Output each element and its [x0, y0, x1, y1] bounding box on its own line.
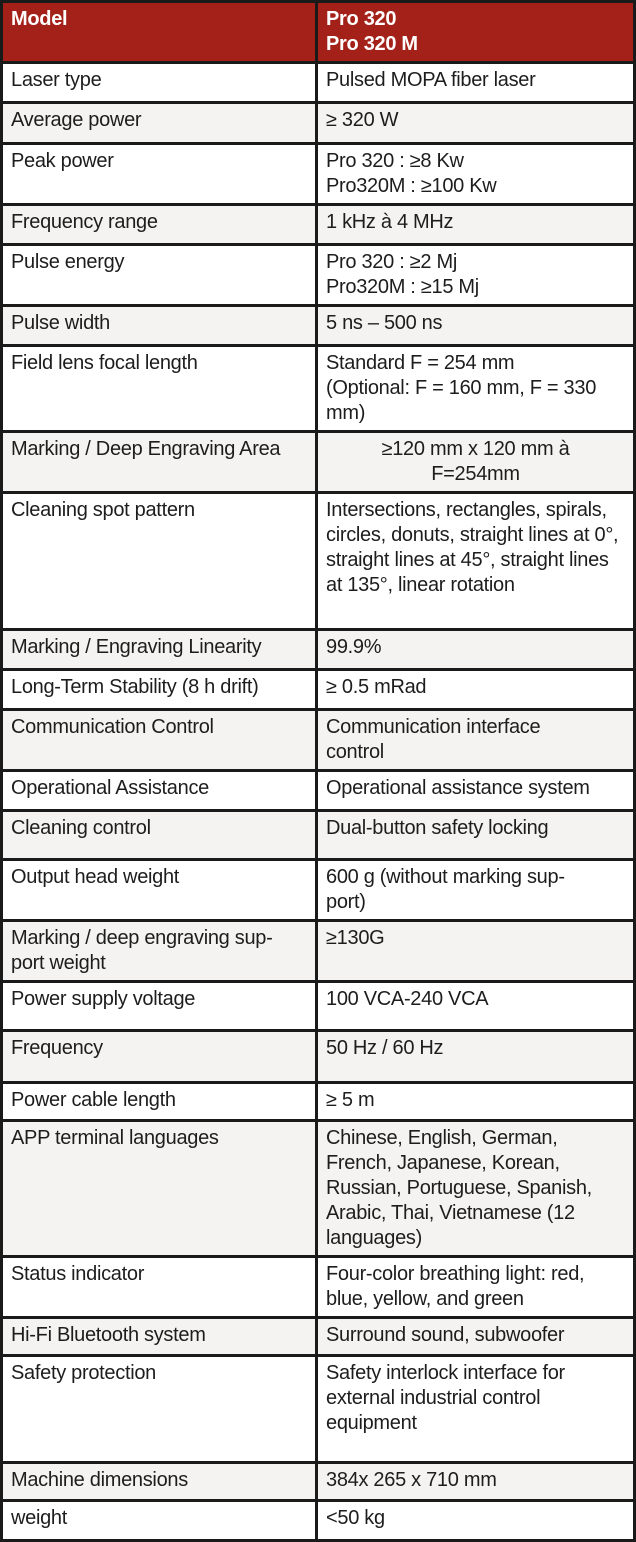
spec-value-cell: 99.9% — [315, 631, 633, 668]
spec-label-cell: Marking / deep engraving sup- port weigh… — [11, 927, 273, 974]
table-row: Peak power Pro 320 : ≥8 Kw Pro320M : ≥100… — [3, 145, 633, 206]
spec-label-cell: Power supply voltage — [11, 988, 196, 1010]
table-row: Communication Control Communication inter… — [3, 711, 633, 772]
table-row: Safety protection Safety interlock interf… — [3, 1357, 633, 1464]
spec-value-cell: Intersections, rectangles, spirals, circ… — [315, 494, 633, 628]
spec-value-cell: ≥ 5 m — [315, 1084, 633, 1119]
table-body: Laser type Pulsed MOPA fiber laser Average… — [3, 64, 633, 1539]
table-row: Field lens focal length Standard F = 254 … — [3, 347, 633, 433]
table-row: Status indicator Four-color breathing lig… — [3, 1258, 633, 1319]
table-row: Pulse energy Pro 320 : ≥2 Mj Pro320M : ≥1… — [3, 246, 633, 307]
table-row: Marking / deep engraving sup- port weigh… — [3, 922, 633, 983]
spec-value-cell: 5 ns – 500 ns — [315, 307, 633, 344]
table-row: Power cable length ≥ 5 m — [3, 1084, 633, 1122]
spec-label-cell: Cleaning control — [11, 817, 151, 839]
spec-label-cell: Field lens focal length — [11, 352, 198, 374]
table-row: Output head weight 600 g (without marking… — [3, 861, 633, 922]
spec-label-cell: Machine dimensions — [11, 1469, 188, 1491]
table-row: Operational Assistance Operational assist… — [3, 772, 633, 812]
table-row: Average power ≥ 320 W — [3, 104, 633, 145]
spec-value-cell: ≥120 mm x 120 mm à F=254mm — [315, 433, 633, 491]
spec-label-cell: Frequency range — [11, 211, 158, 233]
table-row: Marking / Engraving Linearity 99.9% — [3, 631, 633, 671]
spec-value-cell: ≥130G — [315, 922, 633, 980]
spec-label-cell: Cleaning spot pattern — [11, 499, 195, 521]
header-model-cell: Model — [11, 8, 68, 30]
spec-label-cell: Marking / Deep Engraving Area — [11, 438, 281, 460]
spec-value-cell: Communication interface control — [315, 711, 633, 769]
spec-value-cell: Pro 320 : ≥2 Mj Pro320M : ≥15 Mj — [315, 246, 633, 304]
spec-value-cell: Four-color breathing light: red, blue, y… — [315, 1258, 633, 1316]
table-header-row: Model Pro 320 Pro 320 M — [3, 3, 633, 64]
spec-label-cell: Power cable length — [11, 1089, 176, 1111]
spec-value-cell: Standard F = 254 mm (Optional: F = 160 m… — [315, 347, 633, 430]
spec-label-cell: Status indicator — [11, 1263, 145, 1285]
spec-label-cell: Output head weight — [11, 866, 180, 888]
spec-value-cell: ≥ 0.5 mRad — [315, 671, 633, 708]
table-row: Power supply voltage 100 VCA-240 VCA — [3, 983, 633, 1032]
spec-label-cell: Communication Control — [11, 716, 214, 738]
table-row: Machine dimensions 384x 265 x 710 mm — [3, 1464, 633, 1502]
table-row: APP terminal languages Chinese, English, … — [3, 1122, 633, 1258]
spec-value-cell: Operational assistance system — [315, 772, 633, 809]
spec-value-cell: 1 kHz à 4 MHz — [315, 206, 633, 243]
table-row: Pulse width 5 ns – 500 ns — [3, 307, 633, 347]
spec-value-cell: ≥ 320 W — [315, 104, 633, 142]
spec-label-cell: Long-Term Stability (8 h drift) — [11, 676, 259, 698]
spec-value-cell: Chinese, English, German, French, Japane… — [315, 1122, 633, 1255]
table-row: Hi-Fi Bluetooth system Surround sound, su… — [3, 1319, 633, 1357]
spec-label-cell: Pulse energy — [11, 251, 125, 273]
spec-label-cell: weight — [11, 1507, 68, 1529]
spec-value-cell: Surround sound, subwoofer — [315, 1319, 633, 1354]
table-row: Cleaning control Dual-button safety locki… — [3, 812, 633, 861]
spec-label-cell: Frequency — [11, 1037, 103, 1059]
spec-value-cell: 100 VCA-240 VCA — [315, 983, 633, 1029]
table-row: Laser type Pulsed MOPA fiber laser — [3, 64, 633, 104]
spec-label-cell: Operational Assistance — [11, 777, 209, 799]
spec-label-cell: Peak power — [11, 150, 114, 172]
spec-value-cell: 50 Hz / 60 Hz — [315, 1032, 633, 1081]
table-row: Frequency range 1 kHz à 4 MHz — [3, 206, 633, 246]
spec-value-cell: Safety interlock interface for external … — [315, 1357, 633, 1461]
table-row: Frequency 50 Hz / 60 Hz — [3, 1032, 633, 1084]
table-row: Marking / Deep Engraving Area ≥120 mm x 1… — [3, 433, 633, 494]
table-row: Cleaning spot pattern Intersections, rect… — [3, 494, 633, 631]
spec-value-cell: Pro 320 : ≥8 Kw Pro320M : ≥100 Kw — [315, 145, 633, 203]
spec-value-cell: 600 g (without marking sup- port) — [315, 861, 633, 919]
spec-value-cell: <50 kg — [315, 1502, 633, 1539]
spec-label-cell: Marking / Engraving Linearity — [11, 636, 262, 658]
spec-label-cell: Safety protection — [11, 1362, 156, 1384]
spec-value-cell: Pulsed MOPA fiber laser — [315, 64, 633, 101]
spec-label-cell: Hi-Fi Bluetooth system — [11, 1324, 206, 1346]
table-row: weight <50 kg — [3, 1502, 633, 1539]
spec-value-cell: 384x 265 x 710 mm — [315, 1464, 633, 1499]
spec-label-cell: Pulse width — [11, 312, 110, 334]
spec-label-cell: Average power — [11, 109, 142, 131]
header-product-cell: Pro 320 Pro 320 M — [315, 3, 633, 61]
table-row: Long-Term Stability (8 h drift) ≥ 0.5 mRa… — [3, 671, 633, 711]
spec-value-cell: Dual-button safety locking — [315, 812, 633, 858]
spec-label-cell: APP terminal languages — [11, 1127, 219, 1149]
spec-label-cell: Laser type — [11, 69, 102, 91]
